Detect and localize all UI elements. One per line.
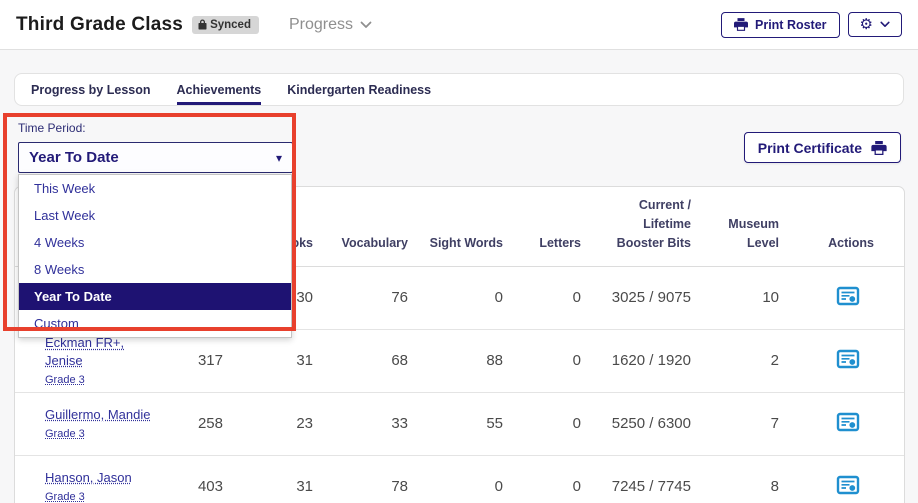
certificate-action-button[interactable] [836,284,860,308]
menu-item-last-week[interactable]: Last Week [34,208,96,223]
cell-museum-level: 7 [703,392,791,456]
certificate-icon [836,412,860,431]
cell-books: 23 [235,392,325,456]
cell-booster-bits: 3025 / 9075 [593,266,703,330]
cell-letters: 0 [515,455,593,503]
page-title: Third Grade Class [16,13,184,35]
student-name-link[interactable]: Eckman FR+, Jenise [45,335,125,368]
cell-vocabulary: 68 [325,329,420,393]
cell-letters: 0 [515,329,593,393]
cell-booster-bits: 1620 / 1920 [593,329,703,393]
time-period-menu: This Week Last Week 4 Weeks 8 Weeks Year… [18,174,292,338]
menu-item-8-weeks[interactable]: 8 Weeks [34,262,85,277]
student-grade-link[interactable]: Grade 3 [45,373,85,386]
certificate-icon [836,349,860,368]
time-period-select[interactable]: Year To Date ▾ [18,142,293,173]
tab-kindergarten-readiness[interactable]: Kindergarten Readiness [287,82,432,97]
col-header-letters: Letters [515,187,593,267]
print-certificate-label: Print Certificate [757,139,862,156]
certificate-action-button[interactable] [836,347,860,371]
cell-booster-bits: 7245 / 7745 [593,455,703,503]
cell-museum-level: 2 [703,329,791,393]
top-bar: Third Grade Class Synced Progress Print … [0,0,918,50]
tab-progress-by-lesson[interactable]: Progress by Lesson [31,82,151,97]
certificate-icon [836,286,860,305]
table-row: Eckman FR+, Jenise Grade 3 317 31 68 88 … [15,329,904,393]
time-period-selected-value: Year To Date [29,149,119,166]
print-roster-button[interactable]: Print Roster [721,11,840,38]
cell-sight-words: 55 [420,392,515,456]
print-roster-label: Print Roster [755,17,827,32]
print-certificate-button[interactable]: Print Certificate [743,132,901,163]
cell-museum-level: 8 [703,455,791,503]
printer-icon [734,18,748,31]
menu-item-year-to-date[interactable]: Year To Date [19,283,291,310]
progress-nav-dropdown[interactable]: Progress [289,16,372,34]
tabs-bar: Progress by Lesson Achievements Kinderga… [14,73,904,106]
progress-nav-label: Progress [288,15,354,33]
cell-books: 31 [235,455,325,503]
time-period-label: Time Period: [18,121,86,135]
student-grade-link[interactable]: Grade 3 [45,490,85,503]
cell-letters: 0 [515,266,593,330]
student-name-link[interactable]: Guillermo, Mandie [45,407,151,423]
cell-metric: 258 [195,392,235,456]
student-name-link[interactable]: Hanson, Jason [45,470,132,486]
chevron-down-icon [360,21,372,29]
synced-badge: Synced [192,15,259,34]
cell-sight-words: 0 [420,455,515,503]
printer-icon [871,140,887,155]
chevron-down-icon [880,21,890,28]
lock-icon [198,19,207,30]
menu-item-custom[interactable]: Custom [34,316,79,331]
cell-sight-words: 88 [420,329,515,393]
cell-museum-level: 10 [703,266,791,330]
cell-metric: 403 [195,455,235,503]
cell-booster-bits: 5250 / 6300 [593,392,703,456]
col-header-actions: Actions [791,187,904,267]
certificate-action-button[interactable] [836,410,860,434]
cell-metric: 317 [195,329,235,393]
table-row: Guillermo, Mandie Grade 3 258 23 33 55 0… [15,392,904,456]
certificate-icon [836,475,860,494]
cell-vocabulary: 78 [325,455,420,503]
col-header-museum-level: Museum Level [703,187,791,267]
menu-item-this-week[interactable]: This Week [34,181,96,196]
gear-icon: ⚙ [859,16,873,33]
col-header-sight-words: Sight Words [420,187,515,267]
cell-books: 31 [235,329,325,393]
tab-achievements[interactable]: Achievements [176,74,262,105]
cell-vocabulary: 33 [325,392,420,456]
col-header-vocabulary: Vocabulary [325,187,420,267]
caret-down-icon: ▾ [275,150,282,165]
cell-sight-words: 0 [420,266,515,330]
menu-item-4-weeks[interactable]: 4 Weeks [34,235,85,250]
student-grade-link[interactable]: Grade 3 [45,427,85,440]
cell-vocabulary: 76 [325,266,420,330]
synced-badge-label: Synced [210,18,251,31]
table-row: Hanson, Jason Grade 3 403 31 78 0 0 7245… [15,455,904,503]
certificate-action-button[interactable] [836,473,860,497]
settings-gear-button[interactable]: ⚙ [847,12,902,37]
col-header-booster-bits: Current / Lifetime Booster Bits [593,187,703,267]
cell-letters: 0 [515,392,593,456]
